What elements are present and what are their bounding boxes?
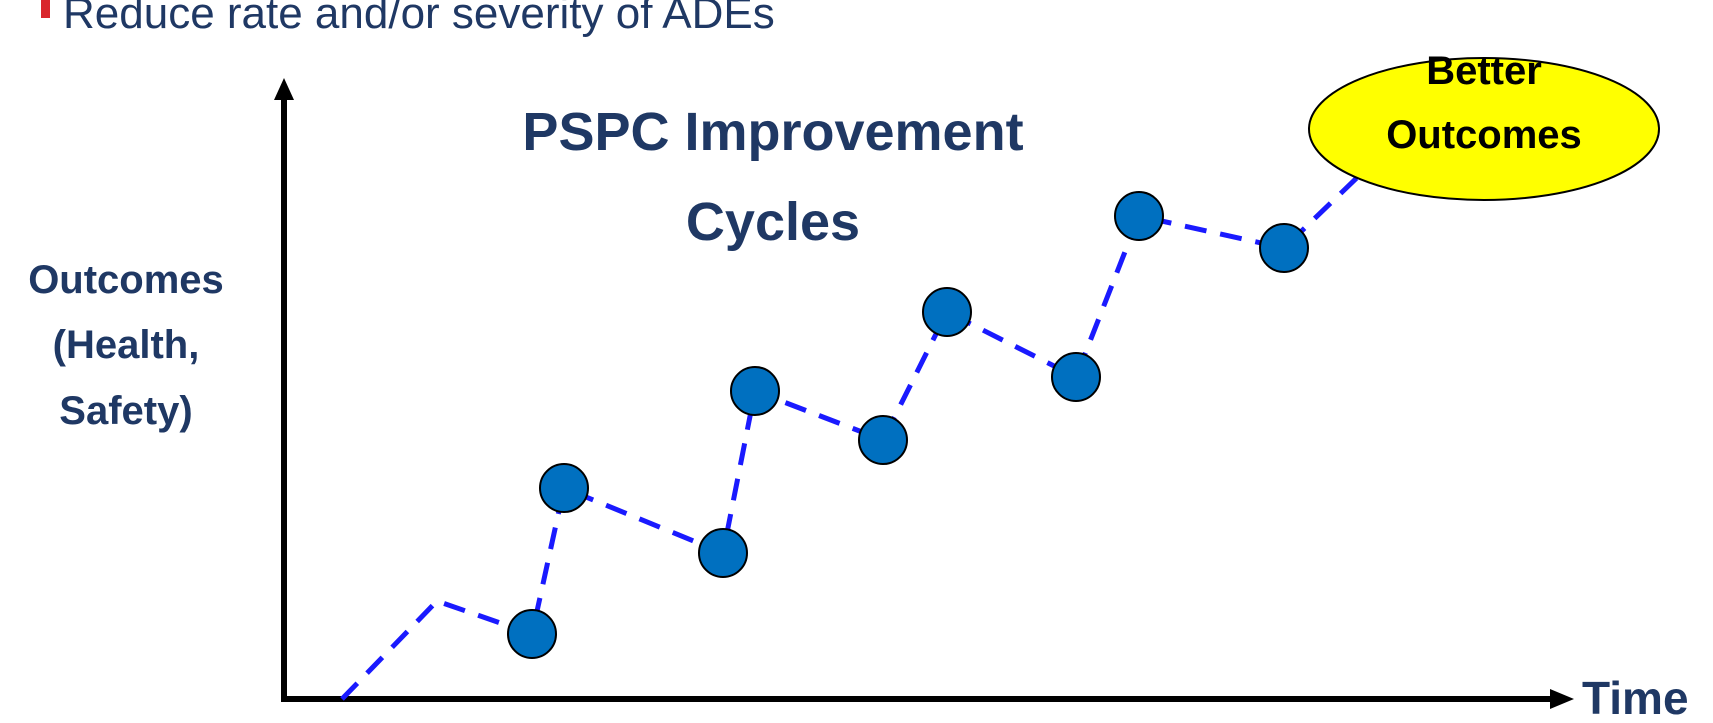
cycle-dot [698, 528, 748, 578]
cycle-dot [858, 415, 908, 465]
cycle-dot [507, 609, 557, 659]
bullet-marker [41, 0, 50, 18]
goal-text: Outcomes [1386, 113, 1582, 157]
y-axis-label: Safety) [59, 389, 192, 433]
goal-ellipse [1308, 57, 1660, 201]
title: PSPC Improvement [522, 102, 1023, 162]
cycle-dot [539, 463, 589, 513]
x-axis-label: Time [1582, 672, 1689, 723]
x-axis-arrow [1550, 689, 1574, 709]
y-axis-arrow [274, 78, 294, 100]
title: Cycles [686, 192, 860, 252]
cycle-dot [730, 366, 780, 416]
cycle-dot [922, 287, 972, 337]
cycle-dot [1259, 223, 1309, 273]
goal-text: Better [1426, 49, 1542, 93]
cycle-dot [1051, 352, 1101, 402]
y-axis-label: (Health, [53, 323, 200, 367]
bullet-text: Reduce rate and/or severity of ADEs [63, 0, 775, 38]
y-axis-label: Outcomes [28, 258, 224, 302]
cycle-dot [1114, 191, 1164, 241]
